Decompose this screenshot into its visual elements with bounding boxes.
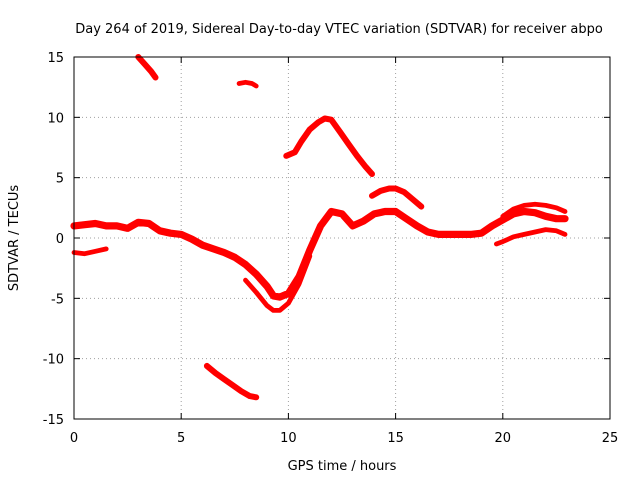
x-tick-label: 20	[495, 431, 512, 446]
tick-layer: 0 5 10 15 20 25 -15 -10 -5 0 5 10 15	[43, 51, 619, 446]
series-left-low-segment	[71, 246, 109, 257]
plot-frame	[73, 56, 611, 420]
y-tick-label: 15	[47, 51, 64, 66]
x-tick-label: 10	[280, 431, 297, 446]
x-axis-label: GPS time / hours	[288, 459, 397, 474]
series-layer	[70, 54, 569, 401]
x-tick-label: 15	[387, 431, 404, 446]
series-right-mid-arc	[369, 185, 425, 210]
series-main-band-lower	[243, 253, 313, 313]
series-right-low-segment	[494, 227, 568, 247]
y-tick-label: 0	[56, 232, 64, 247]
series-right-high-segment	[500, 201, 568, 219]
x-tick-label: 25	[602, 431, 619, 446]
y-tick-label: 10	[47, 111, 64, 126]
x-tick-label: 5	[177, 431, 185, 446]
series-bottom-left-segment	[203, 362, 260, 401]
y-axis-label: SDTVAR / TECUs	[7, 185, 22, 292]
series-top-mid-segment	[236, 79, 259, 89]
y-tick-label: -10	[43, 353, 64, 368]
y-tick-label: -15	[43, 413, 64, 428]
grid-layer	[74, 57, 610, 419]
y-tick-label: -5	[51, 292, 64, 307]
series-upper-arc	[283, 115, 375, 177]
x-tick-label: 0	[70, 431, 78, 446]
chart-title: Day 264 of 2019, Sidereal Day-to-day VTE…	[75, 22, 603, 37]
y-tick-label: 5	[56, 172, 64, 187]
series-main-band-upper	[70, 207, 569, 301]
series-top-left-segment	[135, 54, 159, 81]
